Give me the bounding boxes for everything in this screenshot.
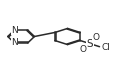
- Text: O: O: [80, 45, 87, 54]
- Text: N: N: [11, 26, 18, 35]
- Text: O: O: [92, 33, 99, 42]
- Text: Cl: Cl: [101, 43, 110, 52]
- Text: N: N: [11, 38, 18, 47]
- Text: S: S: [86, 39, 93, 49]
